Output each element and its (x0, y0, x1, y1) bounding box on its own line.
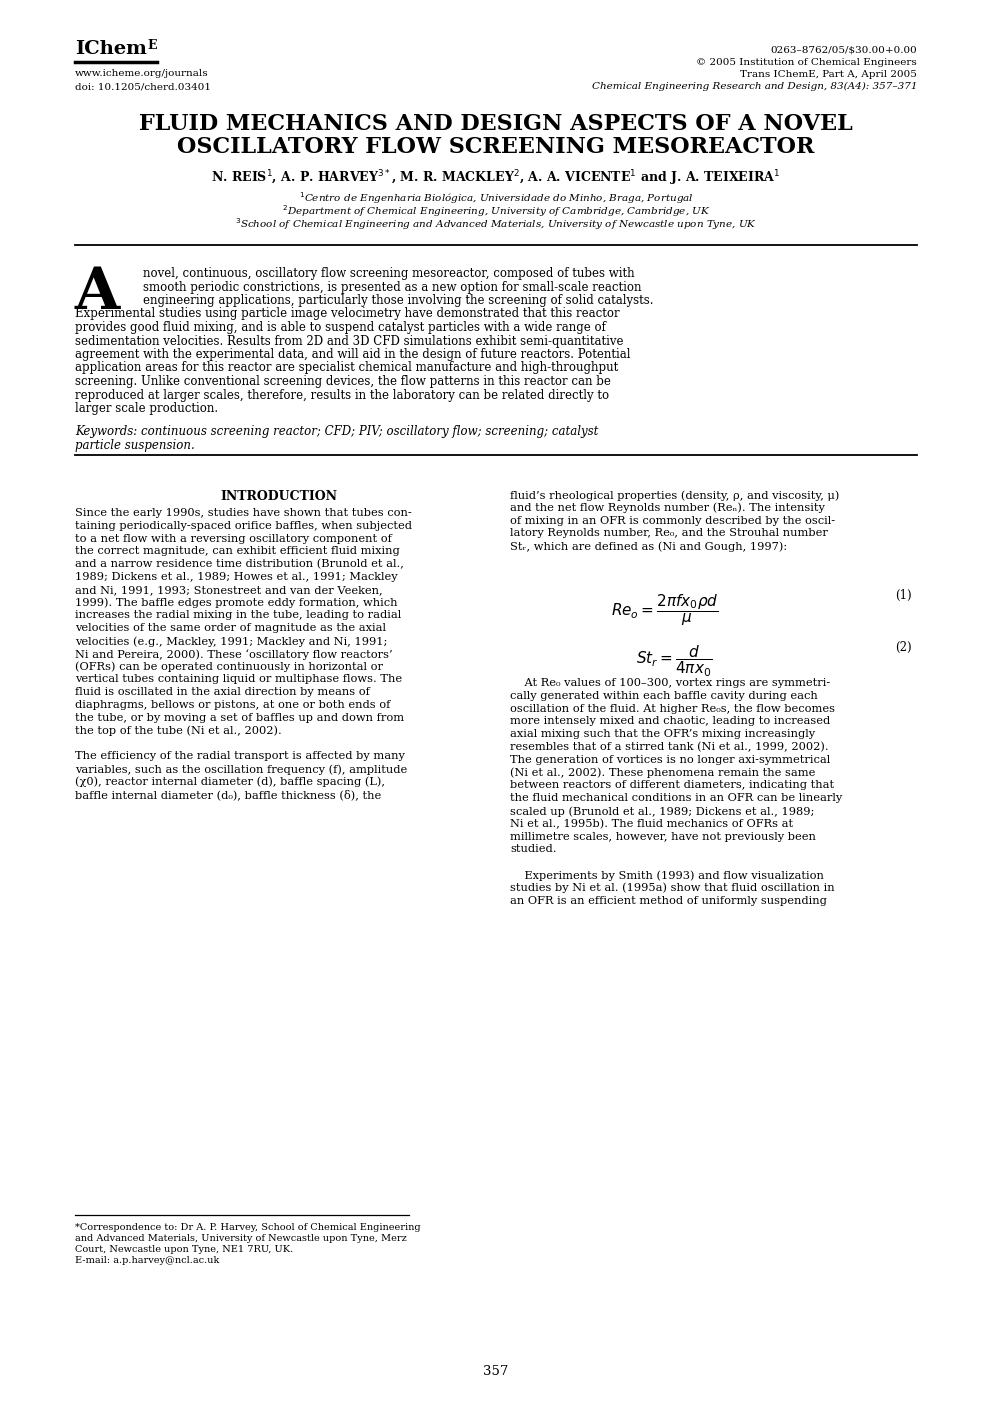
Text: screening. Unlike conventional screening devices, the flow patterns in this reac: screening. Unlike conventional screening… (75, 375, 611, 389)
Text: The generation of vortices is no longer axi-symmetrical: The generation of vortices is no longer … (510, 755, 830, 765)
Text: diaphragms, bellows or pistons, at one or both ends of: diaphragms, bellows or pistons, at one o… (75, 700, 391, 710)
Text: provides good fluid mixing, and is able to suspend catalyst particles with a wid: provides good fluid mixing, and is able … (75, 321, 606, 334)
Text: of mixing in an OFR is commonly described by the oscil-: of mixing in an OFR is commonly describe… (510, 515, 835, 526)
Text: Experiments by Smith (1993) and flow visualization: Experiments by Smith (1993) and flow vis… (510, 870, 824, 881)
Text: to a net flow with a reversing oscillatory component of: to a net flow with a reversing oscillato… (75, 533, 392, 543)
Text: 357: 357 (483, 1365, 509, 1378)
Text: velocities (e.g., Mackley, 1991; Mackley and Ni, 1991;: velocities (e.g., Mackley, 1991; Mackley… (75, 636, 387, 647)
Text: taining periodically-spaced orifice baffles, when subjected: taining periodically-spaced orifice baff… (75, 521, 412, 530)
Text: Court, Newcastle upon Tyne, NE1 7RU, UK.: Court, Newcastle upon Tyne, NE1 7RU, UK. (75, 1244, 294, 1254)
Text: application areas for this reactor are specialist chemical manufacture and high-: application areas for this reactor are s… (75, 362, 618, 375)
Text: (Ni et al., 2002). These phenomena remain the same: (Ni et al., 2002). These phenomena remai… (510, 767, 815, 779)
Text: OSCILLATORY FLOW SCREENING MESOREACTOR: OSCILLATORY FLOW SCREENING MESOREACTOR (178, 136, 814, 159)
Text: vertical tubes containing liquid or multiphase flows. The: vertical tubes containing liquid or mult… (75, 675, 402, 685)
Text: E-mail: a.p.harvey@ncl.ac.uk: E-mail: a.p.harvey@ncl.ac.uk (75, 1256, 219, 1266)
Text: www.icheme.org/journals: www.icheme.org/journals (75, 69, 208, 79)
Text: sedimentation velocities. Results from 2D and 3D CFD simulations exhibit semi-qu: sedimentation velocities. Results from 2… (75, 334, 624, 348)
Text: resembles that of a stirred tank (Ni et al., 1999, 2002).: resembles that of a stirred tank (Ni et … (510, 742, 828, 752)
Text: Keywords: continuous screening reactor; CFD; PIV; oscillatory flow; screening; c: Keywords: continuous screening reactor; … (75, 425, 598, 439)
Text: studies by Ni et al. (1995a) show that fluid oscillation in: studies by Ni et al. (1995a) show that f… (510, 882, 834, 894)
Text: increases the radial mixing in the tube, leading to radial: increases the radial mixing in the tube,… (75, 610, 401, 620)
Text: baffle internal diameter (d₀), baffle thickness (δ), the: baffle internal diameter (d₀), baffle th… (75, 790, 381, 800)
Text: fluid is oscillated in the axial direction by means of: fluid is oscillated in the axial directi… (75, 687, 370, 697)
Text: Ni and Pereira, 2000). These ‘oscillatory flow reactors’: Ni and Pereira, 2000). These ‘oscillator… (75, 648, 393, 659)
Text: and the net flow Reynolds number (Reₙ). The intensity: and the net flow Reynolds number (Reₙ). … (510, 502, 825, 513)
Text: latory Reynolds number, Re₀, and the Strouhal number: latory Reynolds number, Re₀, and the Str… (510, 529, 828, 539)
Text: N. REIS$^1$, A. P. HARVEY$^{3*}$, M. R. MACKLEY$^2$, A. A. VICENTE$^1$ and J. A.: N. REIS$^1$, A. P. HARVEY$^{3*}$, M. R. … (211, 168, 781, 188)
Text: FLUID MECHANICS AND DESIGN ASPECTS OF A NOVEL: FLUID MECHANICS AND DESIGN ASPECTS OF A … (139, 114, 853, 135)
Text: and Ni, 1991, 1993; Stonestreet and van der Veeken,: and Ni, 1991, 1993; Stonestreet and van … (75, 585, 383, 595)
Text: Ni et al., 1995b). The fluid mechanics of OFRs at: Ni et al., 1995b). The fluid mechanics o… (510, 819, 794, 829)
Text: $^1$Centro de Engenharia Biológica, Universidade do Minho, Braga, Portugal: $^1$Centro de Engenharia Biológica, Univ… (299, 191, 693, 206)
Text: 1999). The baffle edges promote eddy formation, which: 1999). The baffle edges promote eddy for… (75, 598, 398, 607)
Text: an OFR is an efficient method of uniformly suspending: an OFR is an efficient method of uniform… (510, 895, 827, 905)
Text: Experimental studies using particle image velocimetry have demonstrated that thi: Experimental studies using particle imag… (75, 307, 620, 320)
Text: studied.: studied. (510, 845, 557, 854)
Text: particle suspension.: particle suspension. (75, 439, 194, 452)
Text: reproduced at larger scales, therefore, results in the laboratory can be related: reproduced at larger scales, therefore, … (75, 389, 609, 401)
Text: A: A (75, 265, 120, 321)
Text: between reactors of different diameters, indicating that: between reactors of different diameters,… (510, 780, 834, 790)
Text: The efficiency of the radial transport is affected by many: The efficiency of the radial transport i… (75, 751, 405, 762)
Text: $^3$School of Chemical Engineering and Advanced Materials, University of Newcast: $^3$School of Chemical Engineering and A… (235, 216, 757, 231)
Text: $Re_o = \dfrac{2\pi f x_0 \rho d}{\mu}$: $Re_o = \dfrac{2\pi f x_0 \rho d}{\mu}$ (611, 592, 718, 627)
Text: Chemical Engineering Research and Design, 83(A4): 357–371: Chemical Engineering Research and Design… (591, 81, 917, 91)
Text: *Correspondence to: Dr A. P. Harvey, School of Chemical Engineering: *Correspondence to: Dr A. P. Harvey, Sch… (75, 1223, 421, 1232)
Text: E: E (147, 39, 157, 52)
Text: At Re₀ values of 100–300, vortex rings are symmetri-: At Re₀ values of 100–300, vortex rings a… (510, 678, 830, 687)
Text: (χ0), reactor internal diameter (d), baffle spacing (L),: (χ0), reactor internal diameter (d), baf… (75, 777, 385, 787)
Text: INTRODUCTION: INTRODUCTION (220, 490, 337, 504)
Text: scaled up (Brunold et al., 1989; Dickens et al., 1989;: scaled up (Brunold et al., 1989; Dickens… (510, 805, 814, 817)
Text: the tube, or by moving a set of baffles up and down from: the tube, or by moving a set of baffles … (75, 713, 404, 723)
Text: the top of the tube (Ni et al., 2002).: the top of the tube (Ni et al., 2002). (75, 725, 282, 737)
Text: fluid’s rheological properties (density, ρ, and viscosity, μ): fluid’s rheological properties (density,… (510, 490, 839, 501)
Text: agreement with the experimental data, and will aid in the design of future react: agreement with the experimental data, an… (75, 348, 631, 361)
Text: doi: 10.1205/cherd.03401: doi: 10.1205/cherd.03401 (75, 81, 211, 91)
Text: variables, such as the oscillation frequency (f), amplitude: variables, such as the oscillation frequ… (75, 765, 408, 774)
Text: axial mixing such that the OFR’s mixing increasingly: axial mixing such that the OFR’s mixing … (510, 730, 815, 739)
Text: and a narrow residence time distribution (Brunold et al.,: and a narrow residence time distribution… (75, 560, 404, 570)
Text: Since the early 1990s, studies have shown that tubes con-: Since the early 1990s, studies have show… (75, 508, 412, 518)
Text: Stᵣ, which are defined as (Ni and Gough, 1997):: Stᵣ, which are defined as (Ni and Gough,… (510, 542, 787, 551)
Text: $St_r = \dfrac{d}{4\pi x_0}$: $St_r = \dfrac{d}{4\pi x_0}$ (637, 644, 713, 679)
Text: (1): (1) (896, 589, 912, 602)
Text: the fluid mechanical conditions in an OFR can be linearly: the fluid mechanical conditions in an OF… (510, 793, 842, 803)
Text: engineering applications, particularly those involving the screening of solid ca: engineering applications, particularly t… (143, 295, 654, 307)
Text: 0263–8762/05/$30.00+0.00: 0263–8762/05/$30.00+0.00 (770, 46, 917, 55)
Text: © 2005 Institution of Chemical Engineers: © 2005 Institution of Chemical Engineers (696, 58, 917, 67)
Text: more intensely mixed and chaotic, leading to increased: more intensely mixed and chaotic, leadin… (510, 717, 830, 727)
Text: Trans IChemE, Part A, April 2005: Trans IChemE, Part A, April 2005 (740, 70, 917, 79)
Text: cally generated within each baffle cavity during each: cally generated within each baffle cavit… (510, 690, 817, 702)
Text: the correct magnitude, can exhibit efficient fluid mixing: the correct magnitude, can exhibit effic… (75, 546, 400, 557)
Text: novel, continuous, oscillatory flow screening mesoreactor, composed of tubes wit: novel, continuous, oscillatory flow scre… (143, 267, 635, 281)
Text: (2): (2) (896, 641, 912, 654)
Text: IChem: IChem (75, 41, 147, 58)
Text: larger scale production.: larger scale production. (75, 403, 218, 415)
Text: $^2$Department of Chemical Engineering, University of Cambridge, Cambridge, UK: $^2$Department of Chemical Engineering, … (282, 203, 710, 219)
Text: 1989; Dickens et al., 1989; Howes et al., 1991; Mackley: 1989; Dickens et al., 1989; Howes et al.… (75, 572, 398, 582)
Text: millimetre scales, however, have not previously been: millimetre scales, however, have not pre… (510, 832, 815, 842)
Text: smooth periodic constrictions, is presented as a new option for small-scale reac: smooth periodic constrictions, is presen… (143, 281, 642, 293)
Text: and Advanced Materials, University of Newcastle upon Tyne, Merz: and Advanced Materials, University of Ne… (75, 1235, 407, 1243)
Text: velocities of the same order of magnitude as the axial: velocities of the same order of magnitud… (75, 623, 386, 633)
Text: (OFRs) can be operated continuously in horizontal or: (OFRs) can be operated continuously in h… (75, 662, 383, 672)
Text: oscillation of the fluid. At higher Re₀s, the flow becomes: oscillation of the fluid. At higher Re₀s… (510, 703, 835, 714)
